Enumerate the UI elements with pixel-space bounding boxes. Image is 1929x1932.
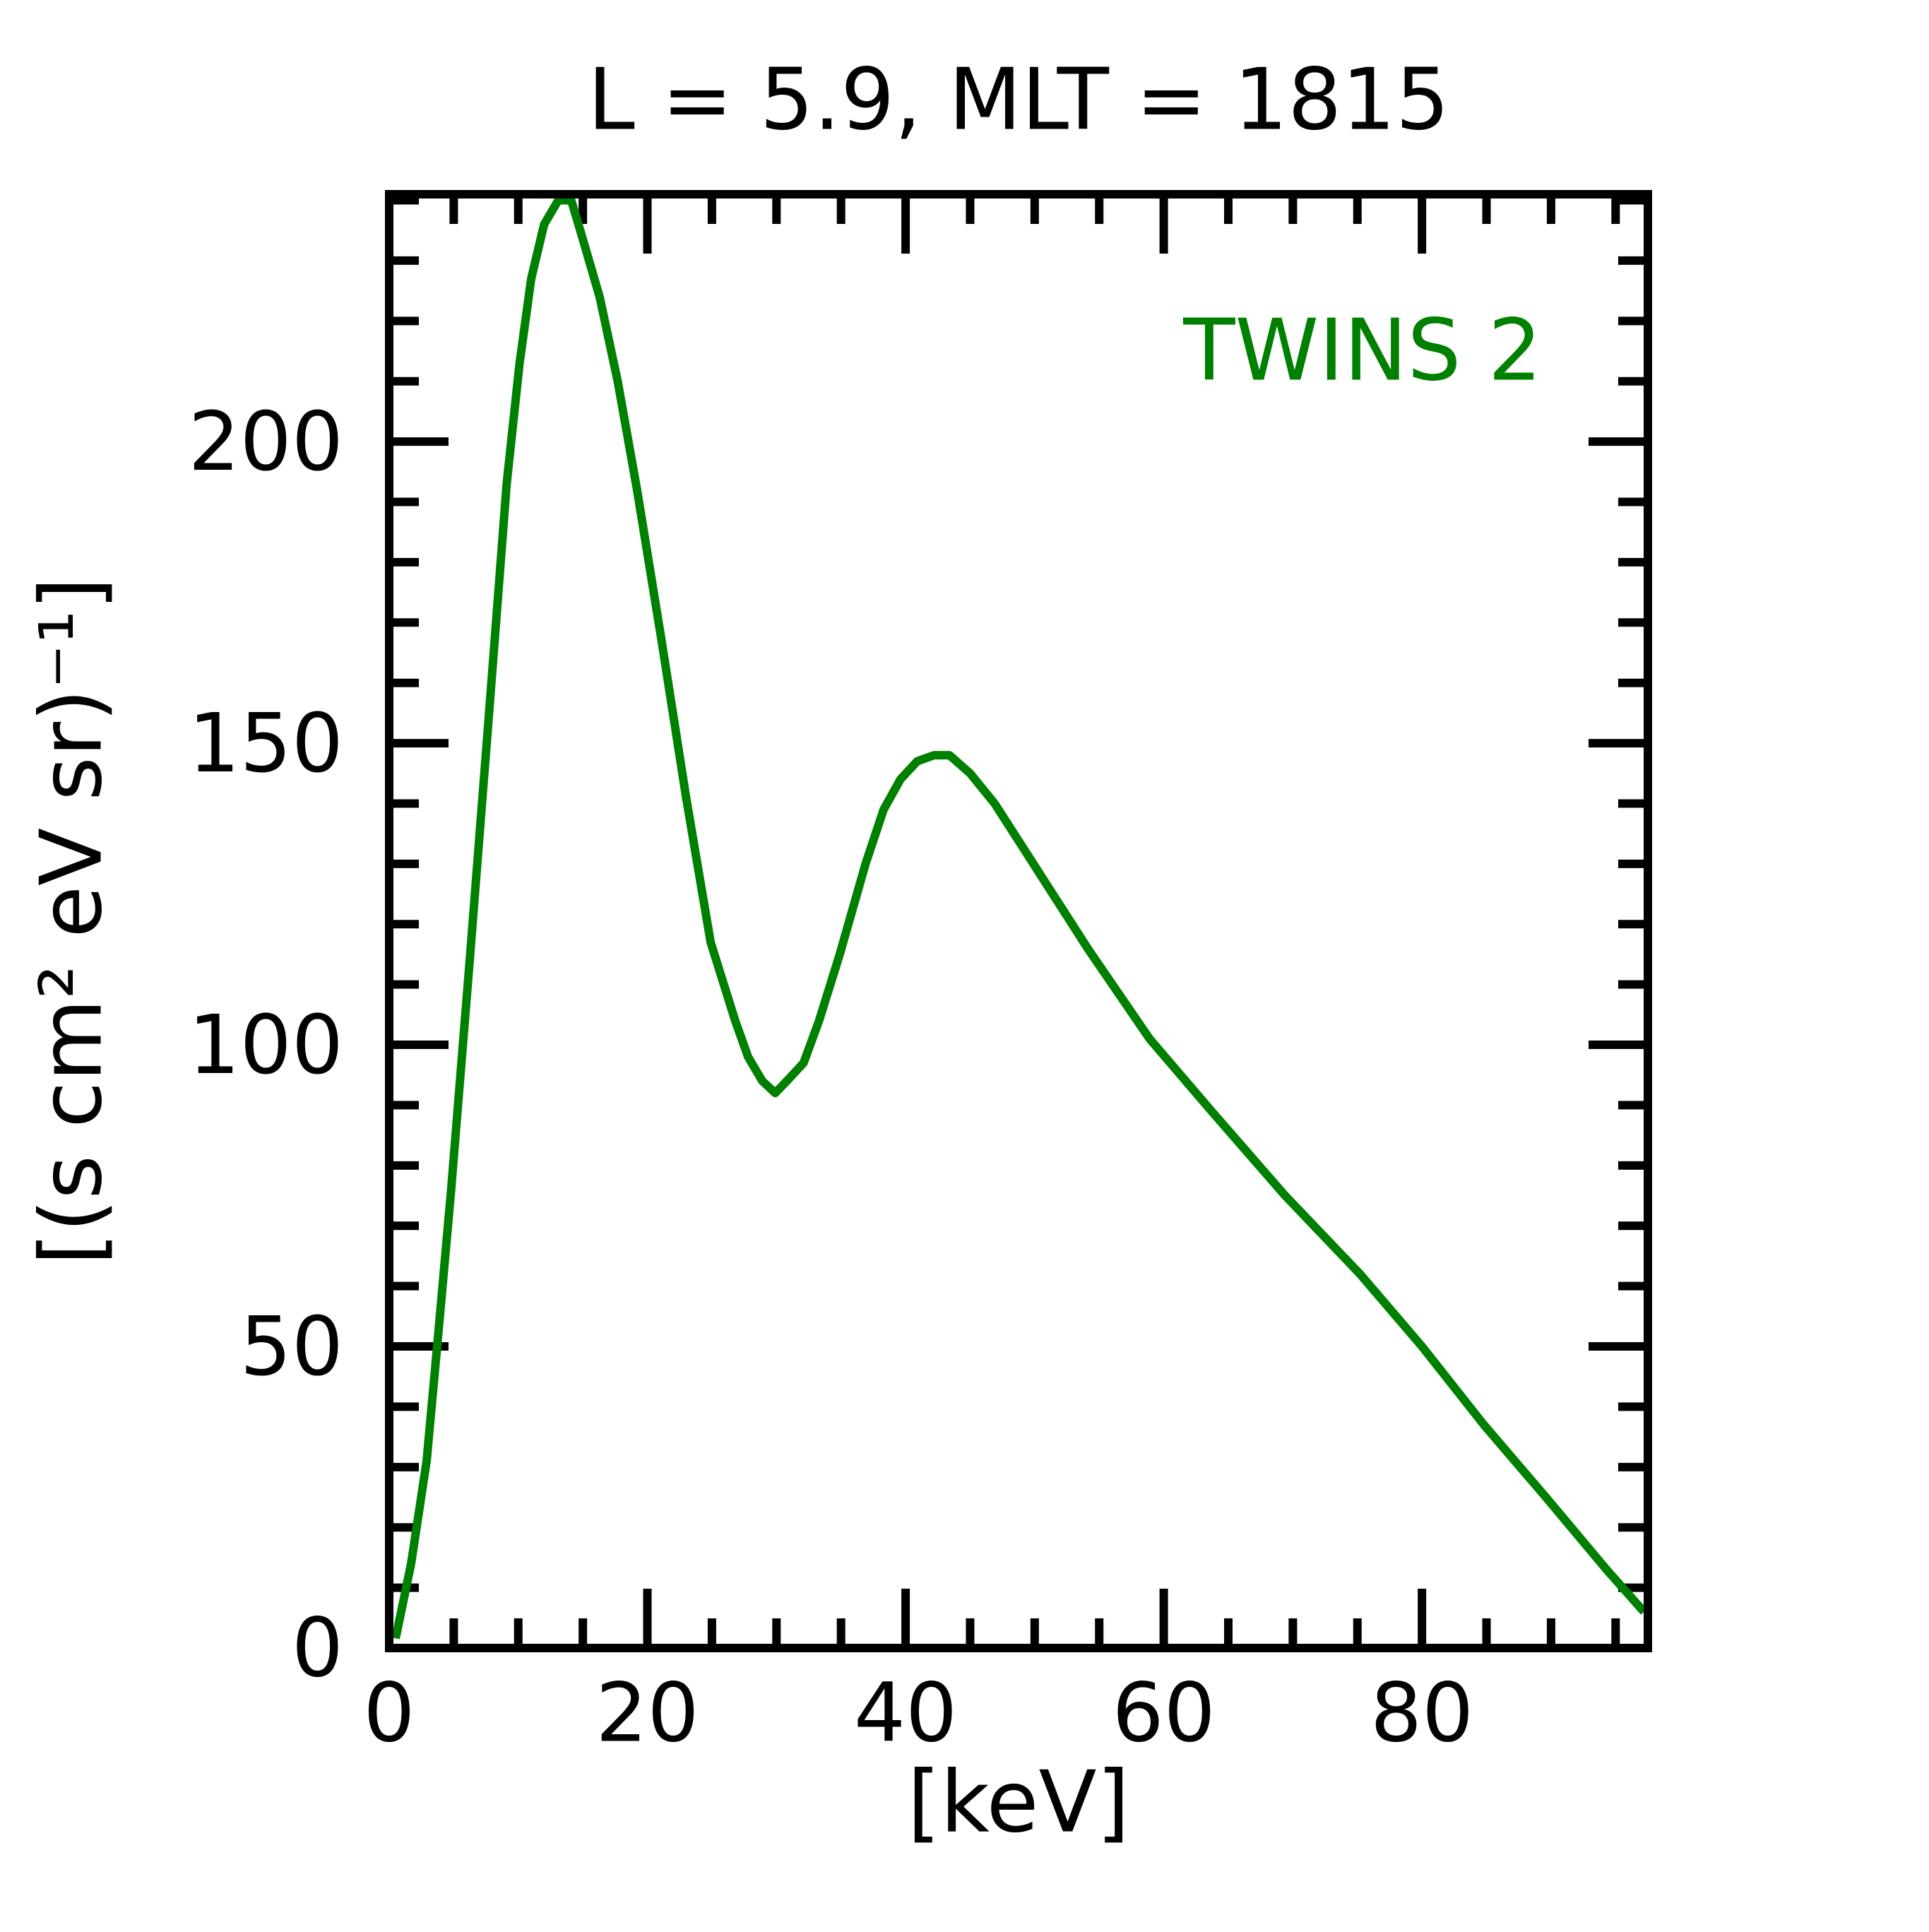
x-tick-label: 0 <box>363 1666 415 1761</box>
y-axis-label: [(s cm² eV sr)⁻¹] <box>23 577 121 1265</box>
y-tick-label: 200 <box>189 395 344 490</box>
x-tick-label: 60 <box>1112 1666 1215 1761</box>
legend-label: TWINS 2 <box>1182 302 1542 401</box>
y-tick-label: 0 <box>292 1601 343 1696</box>
x-tick-label: 40 <box>854 1666 957 1761</box>
x-tick-label: 80 <box>1370 1666 1473 1761</box>
x-tick-label: 20 <box>595 1666 699 1761</box>
data-line <box>391 196 1648 1640</box>
plot-frame <box>385 190 1652 1652</box>
x-axis-label: [keV] <box>908 1754 1130 1852</box>
chart-title: L = 5.9, MLT = 1815 <box>588 52 1449 150</box>
y-tick-label: 150 <box>189 697 344 791</box>
y-tick-label: 50 <box>240 1300 343 1394</box>
y-tick-label: 100 <box>189 998 344 1093</box>
